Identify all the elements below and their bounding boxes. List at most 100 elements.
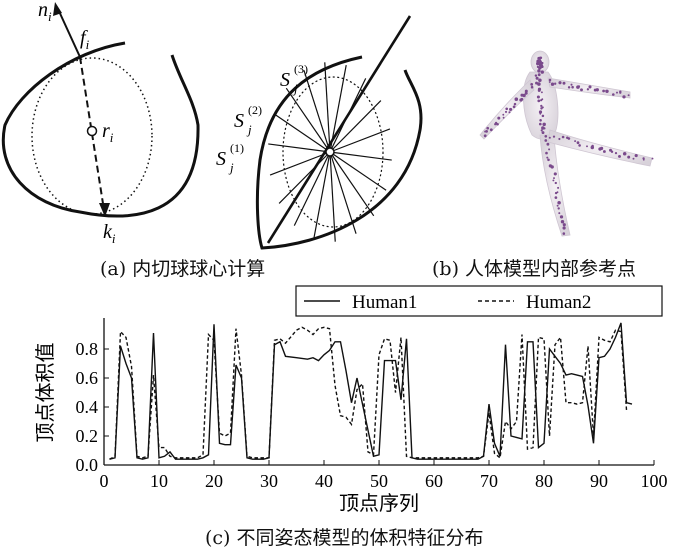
reference-point: [520, 93, 524, 97]
sector-ray: [329, 151, 336, 242]
axis-line: [266, 15, 412, 244]
reference-point: [595, 88, 599, 92]
caption-a: (a) 内切球球心计算: [100, 258, 266, 280]
svg-text:S: S: [216, 148, 226, 170]
sector-ray: [329, 151, 392, 161]
label-f: fi: [80, 27, 90, 52]
reference-point: [627, 155, 631, 159]
label-r: ri: [102, 120, 114, 145]
human-model-image: [479, 50, 654, 237]
sector-ray: [285, 87, 331, 153]
reference-point: [548, 164, 553, 168]
reference-point: [571, 85, 574, 89]
y-axis-label: 顶点体积值: [34, 343, 57, 443]
reference-point: [544, 139, 548, 142]
reference-point: [541, 65, 544, 68]
y-tick-label: 0.6: [76, 368, 99, 388]
label-s1: S j (1): [216, 141, 244, 175]
reference-point: [486, 126, 490, 130]
normal-arrowhead: [53, 2, 62, 16]
sector-ray: [329, 151, 375, 217]
reference-point: [538, 67, 541, 70]
sector-ray: [268, 143, 331, 153]
reference-point: [514, 97, 519, 101]
reference-point: [632, 157, 635, 160]
diameter-arrowhead: [99, 203, 110, 217]
reference-point: [508, 111, 511, 114]
normal-arrow-line: [57, 8, 81, 58]
reference-point: [559, 215, 564, 219]
x-tick-label: 100: [641, 471, 668, 491]
reference-point: [538, 110, 543, 114]
reference-point: [537, 99, 541, 103]
sector-ray: [313, 151, 331, 239]
reference-point: [605, 89, 609, 94]
reference-point: [548, 78, 552, 82]
reference-point: [489, 128, 493, 132]
reference-point: [535, 76, 539, 80]
reference-point: [512, 105, 516, 109]
reference-point: [548, 148, 551, 151]
reference-point: [536, 95, 540, 99]
reference-point: [577, 85, 581, 88]
reference-point: [619, 90, 622, 93]
x-tick-label: 70: [480, 471, 498, 491]
x-tick-label: 20: [205, 471, 223, 491]
x-tick-label: 10: [150, 471, 168, 491]
reference-point: [616, 91, 618, 94]
reference-point: [578, 144, 581, 147]
reference-point: [548, 81, 551, 83]
reference-point: [562, 223, 566, 227]
inscribed-sphere: [31, 57, 153, 215]
caption-c: (c) 不同姿态模型的体积特征分布: [205, 527, 484, 549]
svg-text:S: S: [280, 69, 290, 91]
reference-point: [541, 131, 545, 135]
reference-point: [553, 177, 555, 180]
reference-point: [558, 81, 562, 85]
y-tick-label: 0.4: [76, 397, 99, 417]
y-tick-label: 0.2: [76, 426, 99, 446]
reference-point: [483, 134, 487, 138]
svg-text:S: S: [234, 110, 244, 132]
y-tick-label: 0.8: [76, 339, 99, 359]
reference-point: [554, 191, 558, 195]
outer-contour: [1, 41, 200, 218]
reference-point: [599, 146, 604, 151]
sector-ray: [329, 151, 357, 234]
reference-point: [574, 140, 577, 143]
label-s2: S j (2): [234, 103, 262, 137]
svg-text:j: j: [246, 122, 252, 137]
reference-point: [554, 181, 557, 185]
reference-point: [502, 116, 505, 119]
reference-point: [537, 73, 541, 77]
reference-point: [539, 112, 542, 115]
reference-point: [554, 196, 558, 199]
reference-point: [634, 154, 638, 158]
x-tick-label: 50: [370, 471, 388, 491]
reference-point: [602, 150, 606, 153]
x-tick-label: 0: [100, 471, 109, 491]
reference-point: [550, 82, 555, 86]
reference-point: [602, 89, 605, 93]
svg-text:(2): (2): [248, 103, 262, 117]
reference-point: [552, 179, 555, 182]
reference-point: [557, 207, 560, 210]
reference-point: [586, 145, 588, 148]
x-axis-label: 顶点序列: [339, 492, 419, 515]
reference-point: [540, 129, 543, 132]
sector-ray: [269, 151, 331, 176]
reference-point: [504, 110, 508, 113]
reference-point: [627, 94, 630, 97]
reference-point: [538, 63, 541, 66]
reference-point: [537, 69, 541, 73]
panel-b-diagram: S j (3) S j (2) S j (1): [216, 15, 423, 250]
sector-ray: [329, 151, 387, 191]
panel-a-diagram: ni fi ri ki: [1, 0, 200, 246]
reference-point: [539, 56, 543, 60]
reference-point: [497, 116, 501, 120]
reference-point: [530, 85, 534, 89]
reference-point: [622, 151, 627, 156]
reference-point: [509, 107, 513, 111]
sector-ray: [303, 70, 331, 153]
reference-point: [610, 150, 614, 153]
